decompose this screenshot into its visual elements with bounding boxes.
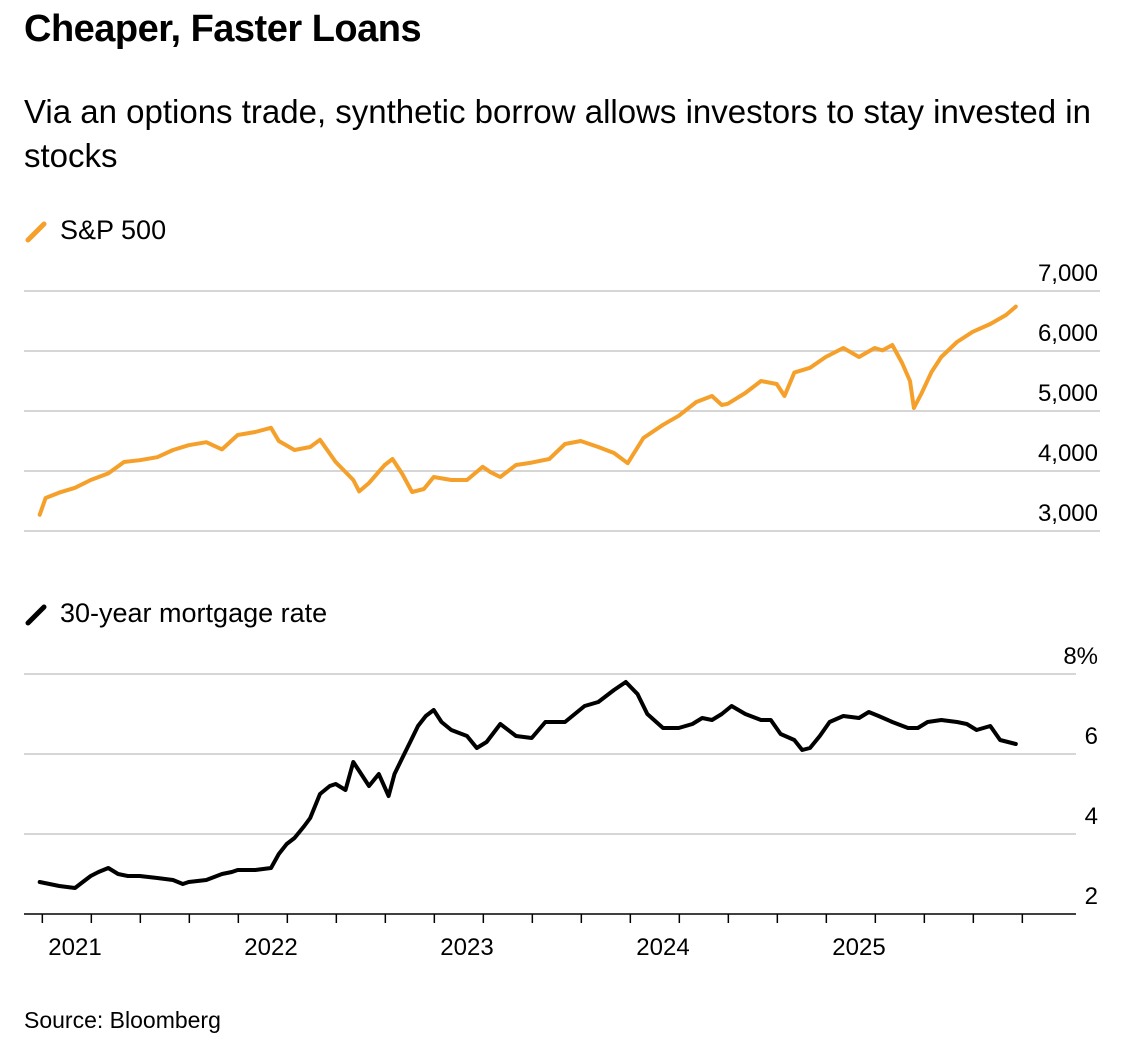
x-tick-label-1: 2022: [244, 934, 297, 961]
x-tick-label-4: 2025: [832, 934, 885, 961]
legend-mortgage-swatch: [25, 604, 47, 625]
legend-sp500-label: S&P 500: [60, 215, 167, 245]
x-tick-label-0: 2021: [48, 934, 101, 961]
x-tick-label-2: 2023: [440, 934, 493, 961]
y-tick-label-1-0: 2: [1085, 883, 1098, 910]
panel-sp500: 3,000 4,000 5,000 6,000 7,000: [24, 260, 1100, 532]
y-tick-label-0-0: 3,000: [1038, 500, 1098, 527]
chart-subtitle: Via an options trade, synthetic borrow a…: [24, 93, 1091, 174]
legend-mortgage: 30-year mortgage rate: [24, 598, 327, 629]
legend-mortgage-label: 30-year mortgage rate: [60, 598, 328, 628]
y-tick-label-1-3: 8%: [1063, 643, 1098, 670]
y-tick-label-1-1: 4: [1085, 803, 1098, 830]
legend-sp500: S&P 500: [24, 215, 166, 246]
y-tick-label-0-2: 5,000: [1038, 380, 1098, 407]
panel-mortgage: 2 4 6 8% 2021 2022 2023 2024 2025: [24, 643, 1098, 961]
legend-sp500-swatch: [25, 221, 47, 242]
y-tick-label-1-2: 6: [1085, 723, 1098, 750]
source-note: Source: Bloomberg: [24, 1007, 221, 1033]
y-tick-label-0-1: 4,000: [1038, 440, 1098, 467]
y-tick-label-0-3: 6,000: [1038, 320, 1098, 347]
x-tick-label-3: 2024: [636, 934, 689, 961]
series-line-mortgage: [37, 680, 1018, 890]
y-tick-label-0-4: 7,000: [1038, 260, 1098, 287]
charts-canvas: 3,000 4,000 5,000 6,000 7,000 2 4 6 8% 2021 2022 20…: [24, 260, 1100, 961]
chart-title: Cheaper, Faster Loans: [24, 8, 422, 50]
